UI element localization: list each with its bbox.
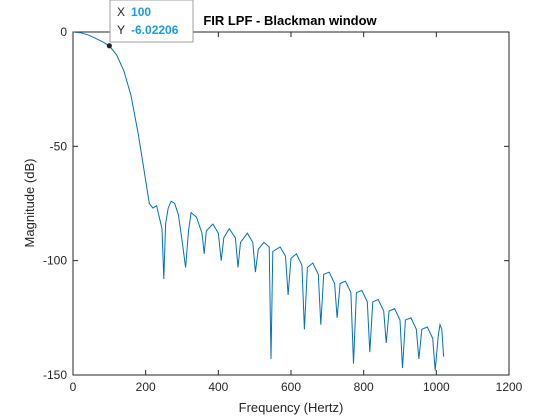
y-tick-label: 0 <box>60 25 67 39</box>
x-tick-label: 200 <box>136 380 156 394</box>
datatip[interactable]: X 100 Y -6.02206 <box>106 0 194 49</box>
x-tick-label: 0 <box>70 380 77 394</box>
tick-marks <box>72 31 510 376</box>
datatip-box <box>109 0 194 43</box>
magnitude-response-line <box>72 31 445 371</box>
axes-background <box>72 31 510 376</box>
y-tick-label: -150 <box>43 368 67 382</box>
datatip-marker[interactable] <box>106 43 112 49</box>
x-tick-label: 400 <box>208 380 228 394</box>
svg-text:Y-6.02206: Y -6.02206 <box>117 23 179 37</box>
x-axis-label: Frequency (Hertz) <box>239 400 344 415</box>
y-tick-label: -100 <box>43 254 67 268</box>
x-tick-label: 1200 <box>496 380 523 394</box>
y-tick-label: -50 <box>50 139 68 153</box>
datatip-x-value: 100 <box>131 5 151 19</box>
datatip-y-label: Y <box>117 23 125 37</box>
x-tick-labels: 0 200 400 600 800 1000 1200 <box>70 380 523 394</box>
datatip-x-label: X <box>117 5 125 19</box>
chart-title: FIR LPF - Blackman window <box>203 13 377 28</box>
x-tick-label: 800 <box>354 380 374 394</box>
x-tick-label: 1000 <box>423 380 450 394</box>
datatip-y-value: -6.02206 <box>131 23 179 37</box>
y-axis-label: Magnitude (dB) <box>22 159 37 248</box>
y-tick-labels: 0 -50 -100 -150 <box>43 25 67 382</box>
x-tick-label: 600 <box>281 380 301 394</box>
